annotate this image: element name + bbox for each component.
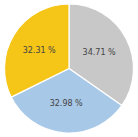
svg-text:34.71 %: 34.71 % <box>83 48 116 57</box>
svg-text:32.98 %: 32.98 % <box>50 99 83 108</box>
svg-text:32.31 %: 32.31 % <box>23 46 56 55</box>
